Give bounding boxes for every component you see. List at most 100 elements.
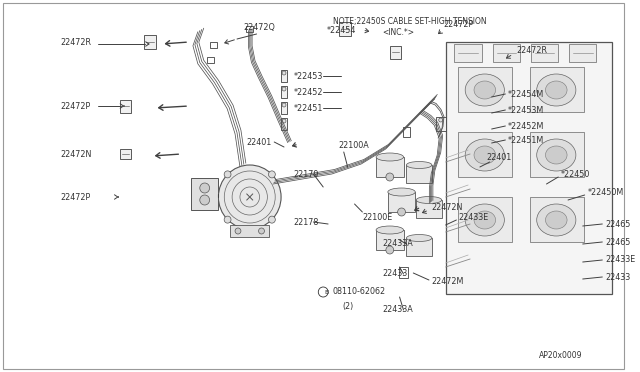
Ellipse shape [465, 74, 504, 106]
Ellipse shape [537, 139, 576, 171]
Text: NOTE;22450S CABLE SET-HIGH TENSION: NOTE;22450S CABLE SET-HIGH TENSION [333, 17, 486, 26]
Ellipse shape [545, 211, 567, 229]
Circle shape [282, 103, 286, 107]
Bar [416, 200, 442, 218]
Bar [399, 266, 408, 278]
Circle shape [200, 183, 209, 193]
Ellipse shape [376, 226, 403, 234]
Text: *22454M: *22454M [508, 90, 543, 99]
Text: 22472N: 22472N [431, 202, 462, 212]
Text: 22100A: 22100A [338, 141, 369, 150]
Bar [403, 127, 410, 137]
Bar [531, 44, 558, 62]
Circle shape [224, 216, 231, 223]
Text: *22453: *22453 [294, 71, 323, 80]
Bar [454, 44, 482, 62]
Text: 22472P: 22472P [444, 19, 474, 29]
Text: 22179: 22179 [294, 170, 319, 179]
Bar [390, 45, 401, 58]
Circle shape [439, 118, 443, 122]
Bar [280, 118, 287, 130]
Bar [207, 57, 214, 63]
Bar [436, 117, 445, 131]
Ellipse shape [376, 153, 403, 161]
Text: 22433A: 22433A [382, 240, 413, 248]
Ellipse shape [474, 81, 495, 99]
Bar [569, 44, 596, 62]
Bar [458, 67, 512, 112]
Text: 22401: 22401 [487, 153, 512, 161]
Bar [280, 102, 287, 114]
Bar [458, 197, 512, 242]
Ellipse shape [474, 211, 495, 229]
Text: 22433: 22433 [605, 273, 630, 282]
Text: *22452: *22452 [294, 87, 323, 96]
Ellipse shape [406, 234, 432, 241]
Text: *22450M: *22450M [588, 187, 624, 196]
Ellipse shape [465, 139, 504, 171]
Text: 22433: 22433 [382, 269, 407, 279]
Bar [445, 42, 612, 294]
Bar [530, 132, 584, 177]
Ellipse shape [406, 161, 432, 169]
Circle shape [282, 87, 286, 91]
Bar [280, 70, 287, 82]
Circle shape [200, 195, 209, 205]
Text: (2): (2) [343, 301, 354, 311]
Ellipse shape [545, 81, 567, 99]
Bar [406, 238, 432, 256]
Text: 22433E: 22433E [605, 256, 636, 264]
Circle shape [282, 119, 286, 123]
Text: B: B [324, 289, 328, 295]
Ellipse shape [537, 204, 576, 236]
Circle shape [282, 71, 286, 75]
Ellipse shape [388, 188, 415, 196]
Text: 22472P: 22472P [61, 102, 91, 110]
Bar [530, 197, 584, 242]
Bar [191, 178, 218, 210]
Text: <INC.*>: <INC.*> [382, 28, 414, 37]
Text: 22433E: 22433E [458, 212, 488, 221]
Text: 08110-62062: 08110-62062 [333, 288, 386, 296]
Circle shape [218, 165, 281, 229]
Text: 22472N: 22472N [61, 150, 92, 158]
Text: *22450: *22450 [561, 170, 591, 179]
Bar [280, 86, 287, 98]
Bar [530, 67, 584, 112]
Bar [210, 42, 217, 48]
Text: 22401: 22401 [247, 138, 272, 147]
Circle shape [268, 216, 275, 223]
Text: 22465: 22465 [605, 237, 630, 247]
Text: 22178: 22178 [294, 218, 319, 227]
Text: *22451M: *22451M [508, 135, 543, 144]
Bar [406, 165, 432, 183]
Bar [120, 149, 131, 159]
Text: *22453M: *22453M [508, 106, 543, 115]
Circle shape [259, 228, 264, 234]
Text: 22472Q: 22472Q [243, 23, 275, 32]
Text: *22452M: *22452M [508, 122, 544, 131]
Bar [376, 230, 403, 250]
Bar [339, 22, 351, 36]
Ellipse shape [465, 204, 504, 236]
Circle shape [386, 173, 394, 181]
Text: 22472R: 22472R [516, 45, 547, 55]
Circle shape [224, 171, 231, 178]
Circle shape [268, 171, 275, 178]
Ellipse shape [537, 74, 576, 106]
Bar [458, 132, 512, 177]
Bar [120, 99, 131, 112]
Bar [388, 192, 415, 212]
Ellipse shape [416, 196, 442, 203]
Text: 22465: 22465 [605, 219, 630, 228]
Circle shape [397, 208, 406, 216]
Circle shape [235, 228, 241, 234]
Text: AP20x0009: AP20x0009 [539, 351, 582, 360]
Text: 22472M: 22472M [431, 278, 463, 286]
Bar [493, 44, 520, 62]
Circle shape [386, 246, 394, 254]
Text: *22451: *22451 [294, 103, 323, 112]
Ellipse shape [474, 146, 495, 164]
Bar [144, 35, 156, 49]
Text: *22454: *22454 [327, 26, 356, 35]
